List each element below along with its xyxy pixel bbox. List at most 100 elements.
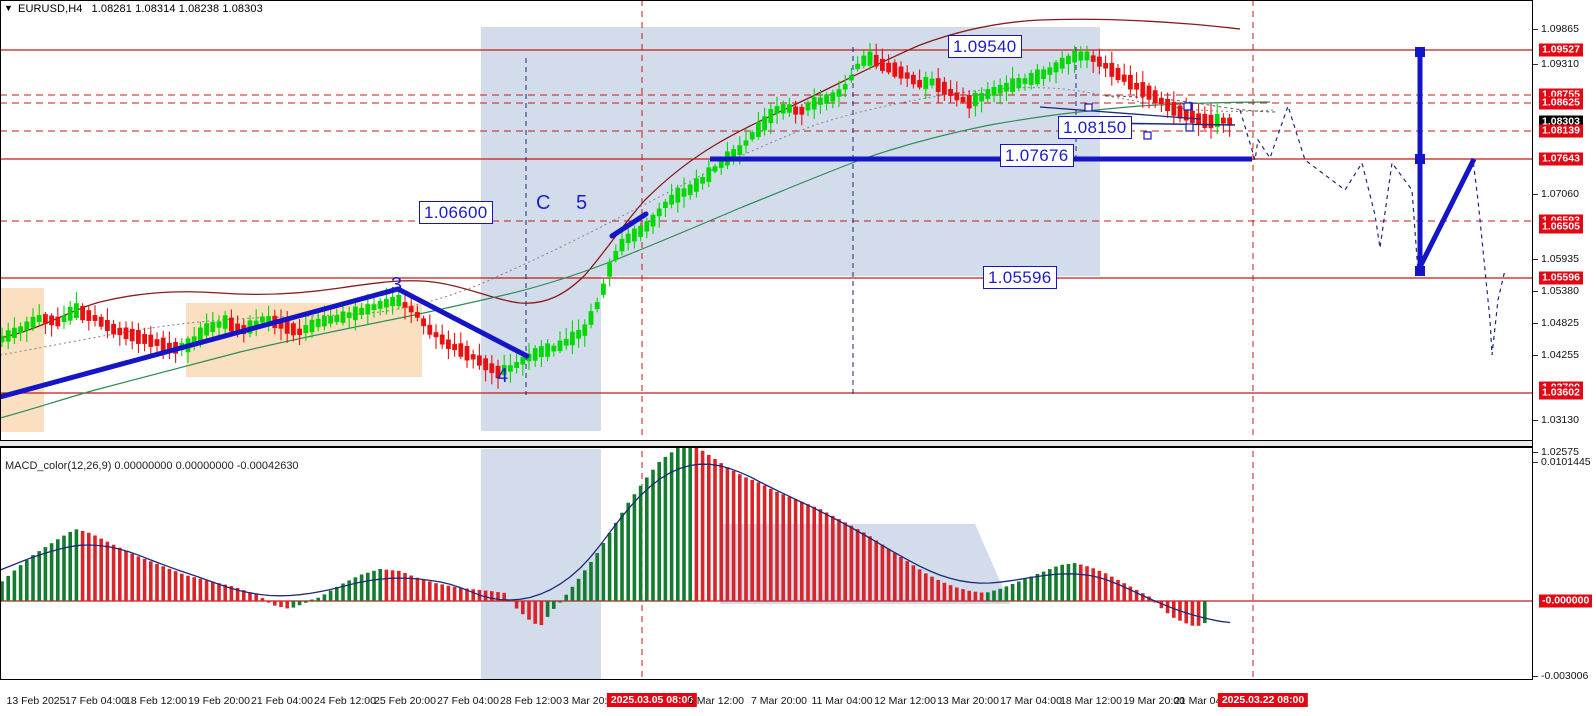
macd-bar-up [545,601,550,617]
macd-bar-up [688,441,692,601]
measure-handle-bottom[interactable] [1415,266,1425,276]
macd-bar-up [576,578,581,601]
candle-body [520,357,526,365]
candle-body [352,306,358,321]
macd-bar-down [440,584,444,601]
wave-line-1-3 [0,286,401,400]
candle-body [855,63,860,70]
macd-bar-down [260,598,265,601]
macd-bar-down [880,544,885,601]
time-axis[interactable]: 13 Feb 2025 17 Feb 04:00 18 Feb 12:00 19 Fe… [0,681,1532,716]
candle-body [321,315,327,327]
macd-bar-up [1029,576,1033,601]
wave-line-3-4 [395,286,530,359]
candle-body [1103,62,1108,69]
macd-bar-down [527,601,531,620]
candle-body [24,321,30,331]
candle-body [452,344,457,351]
macd-bar-down [235,587,240,601]
candle-body [563,338,569,346]
candle-body [74,303,79,318]
macd-bar-down [719,463,723,601]
macd-bar-up [31,555,35,601]
macd-bar-down [1165,601,1170,614]
candle-body [55,316,61,327]
price-chart-panel [0,0,1532,441]
macd-bar-down [198,578,203,601]
candle-body [582,324,588,336]
candle-body [997,84,1003,94]
macd-bar-down [223,584,227,601]
chart-price-tag[interactable]: 1.05596 [983,266,1057,289]
macd-bar-down [849,525,854,601]
candle-body [1084,51,1090,61]
chart-price-tag[interactable]: 1.07676 [1000,144,1074,167]
candle-body [1171,102,1177,116]
measure-handle-top[interactable] [1415,47,1425,57]
candle-body [557,340,563,351]
macd-bar-down [967,590,971,601]
macd-bar-down [521,601,525,615]
macd-bar-down [868,536,872,601]
candle-body [830,92,836,102]
measure-handle-mid[interactable] [1415,154,1425,164]
macd-blue-zone [481,449,601,680]
macd-bar-up [1017,581,1021,601]
bottom-rule [0,679,1532,680]
candle-body [675,187,681,203]
candle-body [1115,68,1121,81]
axis-price-label: 1.05380 [1541,285,1579,297]
price-axis[interactable]: 1.09865 1.09527 1.09310 1.08755 1.08625 1.083… [1533,0,1596,682]
axis-tick [1533,420,1538,421]
candle-body [470,354,476,360]
macd-bar-down [806,504,810,601]
macd-bar-up [335,586,339,601]
macd-bar-down [874,540,878,601]
macd-bar-up [291,601,296,608]
candle-body [923,77,929,90]
candle-body [439,334,445,345]
chart-price-tag[interactable]: 1.06600 [419,201,493,224]
candle-body [328,316,333,324]
candle-body [303,325,309,334]
time-axis-highlight: 2025.03.05 08:00 [606,693,698,707]
macd-bar-down [979,592,984,601]
macd-bar-down [973,591,978,601]
candle-body [879,58,885,72]
macd-bar-down [800,501,804,601]
panel-splitter[interactable] [0,441,1532,446]
macd-bar-down [1122,583,1126,601]
candle-body [904,72,910,79]
candle-body [315,318,321,328]
candle-body [780,104,786,114]
macd-bar-up [372,570,376,601]
candle-body [545,343,550,357]
macd-bar-down [818,509,823,601]
macd-bar-up [297,601,302,606]
candle-body [687,184,693,196]
chart-price-tag[interactable]: 1.09540 [948,35,1022,58]
macd-bar-up [669,452,674,601]
candle-body [538,346,544,358]
macd-bar-up [682,444,686,601]
axis-tick [1533,194,1538,195]
anchor-handle [1183,102,1192,111]
macd-bar-down [111,544,116,601]
macd-bar-down [142,558,147,601]
macd-bar-down [415,577,420,601]
macd-bar-up [570,586,575,601]
macd-bar-down [248,592,252,601]
macd-bar-up [607,532,612,601]
candle-body [80,305,85,321]
candle-body [1109,62,1115,77]
chart-price-tag[interactable]: 1.08150 [1058,116,1132,139]
macd-bar-up [620,512,624,601]
collapse-triangle-icon[interactable]: ▼ [4,3,14,13]
candle-body [966,94,972,109]
macd-bar-down [775,491,779,601]
candle-body [824,94,829,104]
macd-signal-line [0,463,1231,624]
axis-price-label: 1.04825 [1541,317,1579,329]
macd-bar-down [738,474,742,601]
macd-bar-up [583,570,587,601]
